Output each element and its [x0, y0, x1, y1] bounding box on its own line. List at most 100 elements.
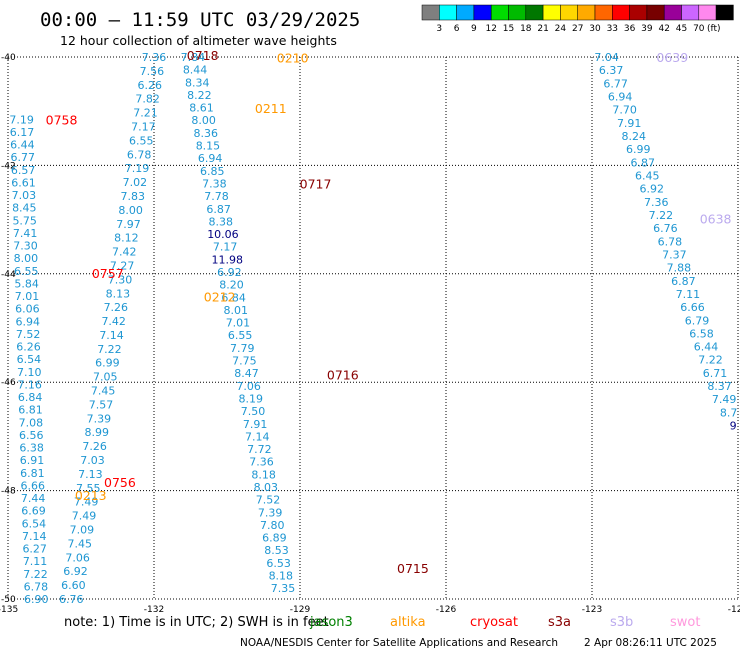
wave-height-value: 8.45: [12, 202, 37, 215]
wave-height-value: 6.78: [24, 580, 49, 593]
wave-height-value: 7.09: [70, 524, 95, 537]
wave-height-value: 7.17: [213, 241, 238, 254]
wave-height-value: 6.61: [11, 176, 36, 189]
pass-time-label: 0758: [46, 112, 78, 127]
wave-height-value: 5.84: [14, 277, 39, 290]
wave-height-value: 7.22: [698, 354, 723, 367]
colorbar-swatch: [715, 4, 734, 21]
wave-height-value: 7.30: [13, 240, 38, 253]
wave-height-value: 7.52: [256, 494, 281, 507]
wave-height-value: 6.69: [21, 505, 46, 518]
wave-height-value: 7.04: [594, 51, 619, 64]
wave-height-value: 8.47: [234, 367, 259, 380]
wave-height-value: 8.00: [14, 252, 39, 265]
legend-item: cryosat: [470, 615, 518, 630]
colorbar-swatch: [542, 4, 561, 21]
pass-time-label: 0213: [75, 488, 107, 503]
wave-height-value: 6.99: [626, 143, 651, 156]
wave-height-value: 7.56: [140, 65, 165, 78]
colorbar-swatch: [663, 4, 682, 21]
x-tick-label: -135: [0, 605, 18, 615]
pass-time-label: 0716: [327, 368, 359, 383]
wave-height-value: 7.06: [236, 380, 261, 393]
plot-area: -135 -132 -129 -126 -123 -120 -40 -42 -44 -46 -48…: [0, 48, 740, 615]
track-values: 7.196.176.446.776.576.617.038.455.757.41…: [9, 51, 737, 606]
wave-height-value: 7.27: [110, 259, 135, 272]
pass-time-label: 0756: [104, 475, 136, 490]
wave-height-value: 8.44: [183, 64, 208, 77]
wave-height-value: 6.56: [19, 429, 44, 442]
wave-height-value: 6.91: [20, 454, 45, 467]
wave-height-value: 7.26: [82, 440, 107, 453]
wave-height-value: 6.55: [228, 329, 253, 342]
colorbar-label: 12: [485, 24, 496, 34]
colorbar-swatch: [612, 4, 630, 21]
x-tick-label: -132: [144, 605, 164, 615]
wave-height-value: 8.24: [621, 130, 646, 143]
wave-height-value: 7.97: [116, 218, 141, 231]
wave-height-value: 7.72: [247, 443, 272, 456]
pass-time-label: 0715: [397, 561, 429, 576]
colorbar-unit: (ft): [707, 24, 721, 34]
wave-height-value: 7.70: [612, 104, 637, 117]
wave-height-value: 6.78: [127, 148, 152, 161]
wave-height-value: 7.01: [226, 317, 251, 330]
y-tick-label: -44: [1, 270, 16, 280]
wave-height-value: 7.36: [142, 51, 167, 64]
wave-height-value: 7.39: [258, 506, 283, 519]
wave-height-value: 7.02: [123, 176, 148, 189]
wave-height-value: 7.52: [16, 328, 41, 341]
colorbar-swatch: [681, 4, 700, 21]
wave-height-value: 7.49: [712, 393, 737, 406]
wave-height-value: 7.06: [65, 551, 90, 564]
wave-height-value: 7.14: [22, 530, 47, 543]
grid-lines: [7, 56, 739, 600]
wave-height-value: 6.45: [635, 169, 660, 182]
satellite-legend: jason3 altika cryosat s3a s3b swot: [309, 615, 700, 630]
wave-height-value: 7.57: [89, 398, 114, 411]
wave-height-value: 6.38: [19, 442, 44, 455]
wave-height-value: 8.61: [189, 102, 214, 115]
wave-height-value: 8.34: [185, 76, 210, 89]
wave-height-value: 7.45: [68, 537, 93, 550]
colorbar-swatch: [473, 4, 492, 21]
wave-height-value: 6.84: [221, 291, 246, 304]
wave-height-value: 6.71: [703, 367, 728, 380]
wave-height-value: 7.05: [93, 371, 118, 384]
colorbar-label: 42: [658, 24, 669, 34]
chart-title: 00:00 – 11:59 UTC 03/29/2025: [40, 9, 360, 31]
wave-height-value: 7.26: [104, 301, 129, 314]
wave-height-value: 7.01: [15, 290, 40, 303]
wave-height-value: 8.99: [84, 426, 109, 439]
colorbar-swatch: [577, 4, 596, 21]
wave-height-value: 6.54: [22, 517, 47, 530]
wave-height-value: 10.06: [207, 228, 239, 241]
wave-height-value: 6.84: [18, 391, 43, 404]
colorbar-label: 3: [436, 24, 442, 34]
pass-time-label: 0717: [300, 176, 332, 191]
colorbar-label: 24: [555, 24, 567, 34]
wave-height-value: 6.37: [599, 64, 624, 77]
colorbar-swatch: [560, 4, 578, 21]
wave-height-value: 8.53: [264, 544, 289, 557]
wave-height-value: 8.38: [209, 215, 234, 228]
wave-height-value: 6.77: [11, 151, 36, 164]
wave-height-value: 7.45: [91, 385, 116, 398]
wave-height-value: 6.81: [20, 467, 45, 480]
wave-height-value: 6.58: [689, 327, 714, 340]
wave-height-value: 7.14: [99, 329, 124, 342]
wave-height-value: 6.79: [685, 314, 710, 327]
wave-height-value: 8.03: [254, 481, 279, 494]
x-tick-label: -129: [290, 605, 311, 615]
wave-height-value: 7.75: [232, 355, 257, 368]
wave-height-value: 8.36: [194, 127, 219, 140]
wave-height-value: 8.7: [720, 406, 738, 419]
wave-height-value: 7.39: [87, 412, 112, 425]
y-tick-label: -48: [1, 487, 16, 497]
colorbar-label: 30: [589, 24, 601, 34]
wave-height-value: 8.13: [106, 287, 131, 300]
colorbar-label: 39: [641, 24, 653, 34]
pass-time-label: 0639: [656, 50, 688, 65]
wave-height-value: 7.03: [80, 454, 105, 467]
wave-height-value: 7.79: [230, 342, 255, 355]
